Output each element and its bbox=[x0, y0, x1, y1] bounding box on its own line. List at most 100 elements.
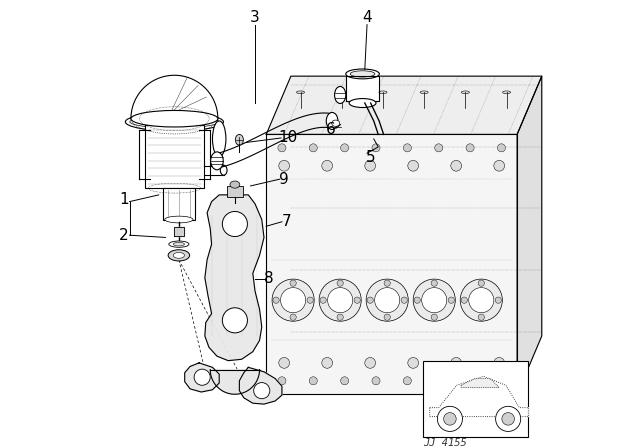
Polygon shape bbox=[346, 76, 379, 101]
Circle shape bbox=[273, 297, 279, 303]
Circle shape bbox=[497, 144, 506, 152]
Circle shape bbox=[340, 144, 349, 152]
Circle shape bbox=[372, 144, 380, 152]
Text: 4: 4 bbox=[362, 10, 372, 26]
Circle shape bbox=[280, 288, 306, 313]
FancyBboxPatch shape bbox=[145, 125, 204, 188]
Circle shape bbox=[422, 288, 447, 313]
Ellipse shape bbox=[379, 91, 387, 94]
Circle shape bbox=[320, 297, 326, 303]
Circle shape bbox=[414, 297, 420, 303]
Circle shape bbox=[494, 160, 504, 171]
Ellipse shape bbox=[211, 152, 223, 170]
Ellipse shape bbox=[346, 69, 380, 79]
Circle shape bbox=[451, 160, 461, 171]
Circle shape bbox=[278, 377, 286, 385]
Circle shape bbox=[322, 358, 333, 368]
Ellipse shape bbox=[335, 86, 346, 103]
Circle shape bbox=[279, 358, 289, 368]
Ellipse shape bbox=[168, 250, 189, 261]
Polygon shape bbox=[430, 376, 528, 417]
Circle shape bbox=[497, 377, 506, 385]
Ellipse shape bbox=[296, 91, 305, 94]
Ellipse shape bbox=[236, 134, 243, 145]
Circle shape bbox=[478, 280, 484, 286]
Circle shape bbox=[272, 279, 314, 321]
Circle shape bbox=[494, 358, 504, 368]
Circle shape bbox=[365, 160, 376, 171]
FancyBboxPatch shape bbox=[163, 188, 195, 220]
Circle shape bbox=[466, 377, 474, 385]
Circle shape bbox=[408, 160, 419, 171]
Circle shape bbox=[278, 144, 286, 152]
Circle shape bbox=[401, 297, 408, 303]
Circle shape bbox=[337, 280, 343, 286]
Circle shape bbox=[431, 280, 437, 286]
Circle shape bbox=[222, 211, 248, 237]
Ellipse shape bbox=[173, 242, 184, 246]
Circle shape bbox=[466, 144, 474, 152]
Text: JJ_4155: JJ_4155 bbox=[423, 437, 467, 448]
Text: 2: 2 bbox=[119, 228, 129, 243]
Circle shape bbox=[495, 297, 502, 303]
Circle shape bbox=[461, 297, 467, 303]
Circle shape bbox=[435, 377, 443, 385]
Circle shape bbox=[365, 358, 376, 368]
Circle shape bbox=[374, 288, 400, 313]
Circle shape bbox=[408, 358, 419, 368]
Text: 7: 7 bbox=[282, 214, 291, 229]
Ellipse shape bbox=[173, 253, 184, 258]
Ellipse shape bbox=[220, 165, 227, 175]
Ellipse shape bbox=[349, 99, 376, 108]
Circle shape bbox=[328, 288, 353, 313]
Circle shape bbox=[460, 279, 502, 321]
Circle shape bbox=[372, 377, 380, 385]
Polygon shape bbox=[131, 75, 218, 134]
Polygon shape bbox=[205, 195, 264, 361]
Ellipse shape bbox=[130, 116, 219, 128]
Ellipse shape bbox=[164, 216, 193, 223]
Circle shape bbox=[309, 377, 317, 385]
Circle shape bbox=[290, 314, 296, 320]
Text: 5: 5 bbox=[366, 150, 376, 165]
Circle shape bbox=[431, 314, 437, 320]
Ellipse shape bbox=[338, 91, 346, 94]
Text: 8: 8 bbox=[264, 271, 273, 286]
Circle shape bbox=[444, 413, 456, 425]
Circle shape bbox=[367, 297, 373, 303]
Ellipse shape bbox=[212, 121, 226, 157]
Polygon shape bbox=[266, 76, 541, 134]
Polygon shape bbox=[210, 370, 260, 394]
FancyBboxPatch shape bbox=[227, 186, 243, 197]
Circle shape bbox=[337, 314, 343, 320]
Circle shape bbox=[403, 377, 412, 385]
Circle shape bbox=[194, 369, 210, 385]
FancyBboxPatch shape bbox=[423, 361, 528, 437]
Circle shape bbox=[222, 308, 248, 333]
Circle shape bbox=[437, 406, 463, 431]
Circle shape bbox=[384, 280, 390, 286]
Circle shape bbox=[279, 160, 289, 171]
Ellipse shape bbox=[230, 181, 240, 188]
Ellipse shape bbox=[350, 71, 375, 77]
Circle shape bbox=[340, 377, 349, 385]
Circle shape bbox=[502, 413, 515, 425]
Circle shape bbox=[468, 288, 494, 313]
Text: 10: 10 bbox=[278, 130, 298, 146]
Ellipse shape bbox=[332, 120, 340, 126]
Text: 9: 9 bbox=[279, 172, 289, 187]
Ellipse shape bbox=[125, 113, 223, 131]
Text: 6: 6 bbox=[326, 121, 336, 137]
Circle shape bbox=[354, 297, 360, 303]
Circle shape bbox=[319, 279, 361, 321]
Circle shape bbox=[322, 160, 333, 171]
Ellipse shape bbox=[326, 112, 338, 129]
Ellipse shape bbox=[461, 91, 469, 94]
Circle shape bbox=[451, 358, 461, 368]
Circle shape bbox=[384, 314, 390, 320]
Polygon shape bbox=[461, 379, 499, 388]
Circle shape bbox=[478, 314, 484, 320]
Text: 1: 1 bbox=[119, 192, 129, 207]
Circle shape bbox=[309, 144, 317, 152]
Circle shape bbox=[366, 279, 408, 321]
